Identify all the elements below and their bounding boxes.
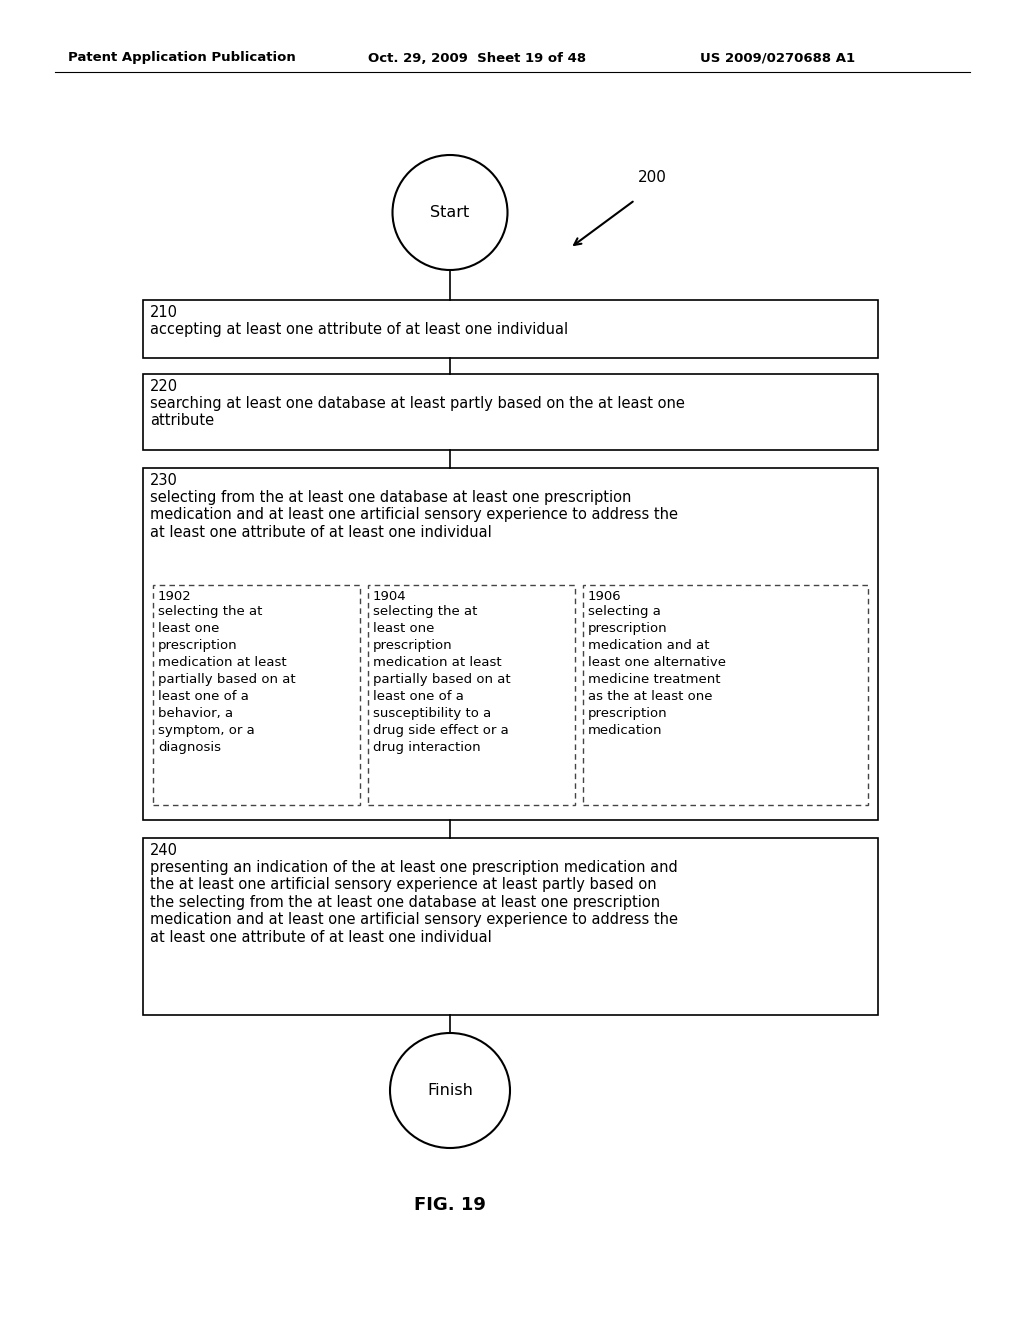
Text: 1904: 1904 — [373, 590, 407, 603]
Bar — [143, 469, 878, 820]
Text: presenting an indication of the at least one prescription medication and
the at : presenting an indication of the at least… — [150, 861, 678, 945]
Bar — [153, 585, 360, 805]
Bar — [143, 374, 878, 450]
Text: selecting a
prescription
medication and at
least one alternative
medicine treatm: selecting a prescription medication and … — [588, 605, 726, 737]
Bar — [368, 585, 575, 805]
Ellipse shape — [392, 154, 508, 271]
Text: searching at least one database at least partly based on the at least one
attrib: searching at least one database at least… — [150, 396, 685, 429]
Text: 200: 200 — [638, 170, 667, 186]
Text: Finish: Finish — [427, 1082, 473, 1098]
Text: Patent Application Publication: Patent Application Publication — [68, 51, 296, 65]
Text: 240: 240 — [150, 843, 178, 858]
Text: selecting the at
least one
prescription
medication at least
partially based on a: selecting the at least one prescription … — [373, 605, 511, 754]
Text: 210: 210 — [150, 305, 178, 319]
Text: Oct. 29, 2009  Sheet 19 of 48: Oct. 29, 2009 Sheet 19 of 48 — [368, 51, 586, 65]
Text: 1902: 1902 — [158, 590, 191, 603]
Ellipse shape — [390, 1034, 510, 1148]
Text: US 2009/0270688 A1: US 2009/0270688 A1 — [700, 51, 855, 65]
Bar — [143, 838, 878, 1015]
Bar — [143, 300, 878, 358]
Text: selecting the at
least one
prescription
medication at least
partially based on a: selecting the at least one prescription … — [158, 605, 296, 754]
Text: FIG. 19: FIG. 19 — [414, 1196, 486, 1214]
Bar — [583, 585, 868, 805]
Text: 230: 230 — [150, 473, 178, 488]
Text: 1906: 1906 — [588, 590, 622, 603]
Text: 220: 220 — [150, 379, 178, 393]
Text: Start: Start — [430, 205, 470, 220]
Text: accepting at least one attribute of at least one individual: accepting at least one attribute of at l… — [150, 322, 568, 337]
Text: selecting from the at least one database at least one prescription
medication an: selecting from the at least one database… — [150, 490, 678, 540]
